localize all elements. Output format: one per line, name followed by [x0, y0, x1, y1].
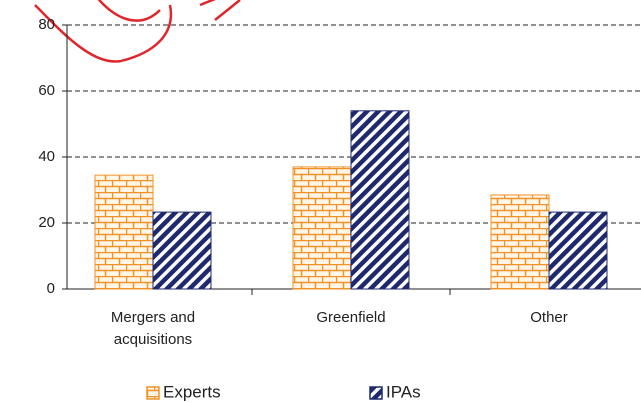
bar	[490, 194, 550, 290]
bar	[350, 110, 410, 290]
x-tick-label: Mergers and acquisitions	[110, 309, 196, 348]
bar	[152, 211, 212, 290]
annotation-outline	[34, 0, 241, 63]
bar	[548, 211, 608, 290]
legend-swatch	[146, 386, 160, 400]
y-tick-label: 80	[38, 16, 55, 33]
bar	[292, 166, 352, 290]
y-tick-label: 0	[47, 280, 55, 297]
y-tick-label: 20	[38, 214, 55, 231]
legend-label: IPAs	[386, 382, 421, 401]
x-tick-label: Other	[530, 309, 568, 326]
y-tick-label: 60	[38, 82, 55, 99]
legend-swatch	[369, 386, 383, 400]
legend-label: Experts	[163, 382, 221, 401]
bar	[94, 174, 154, 290]
y-tick-label: 40	[38, 148, 55, 165]
x-tick-label: Greenfield	[316, 309, 386, 326]
